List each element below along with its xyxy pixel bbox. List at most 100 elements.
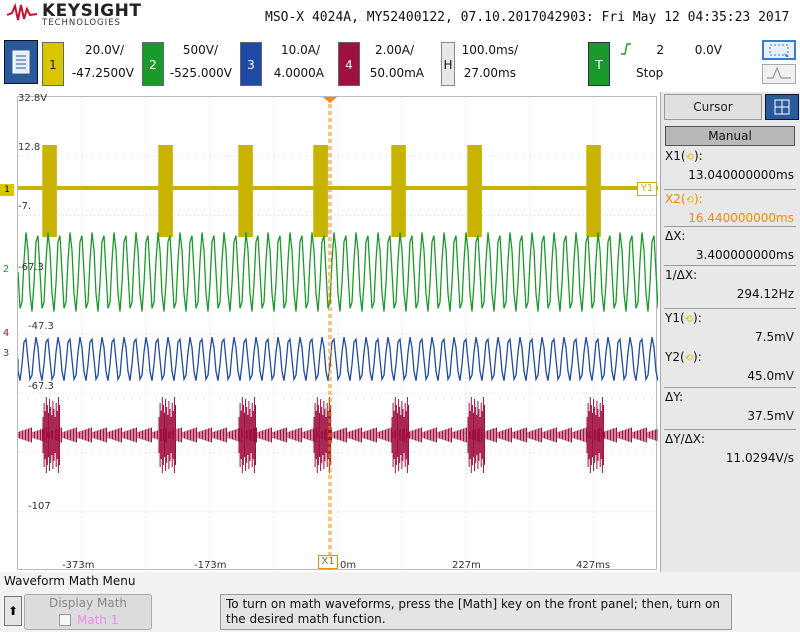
waveform-measure-icon[interactable] bbox=[762, 64, 796, 84]
knob-icon: ⟲ bbox=[684, 353, 694, 364]
cursor-separator bbox=[664, 308, 796, 309]
ch1-trace bbox=[18, 186, 658, 190]
trigger-source[interactable]: 2 bbox=[656, 43, 664, 57]
y-label-ch3-top: -47.3 bbox=[28, 321, 54, 332]
trigger-state: Stop bbox=[636, 66, 664, 80]
measure-icon bbox=[767, 66, 791, 79]
cursor-label-close: ): bbox=[693, 311, 702, 325]
cursor-panel bbox=[660, 92, 800, 572]
y-label-ch1-bottom: -7. bbox=[18, 201, 32, 212]
cursor-label-7: ΔY/ΔX: bbox=[665, 432, 705, 446]
ch3-ground-marker[interactable]: 3 bbox=[2, 348, 10, 359]
ch4-burst bbox=[238, 397, 256, 473]
title-bar bbox=[0, 0, 800, 36]
channel-2-offset[interactable]: -525.000V bbox=[169, 66, 232, 80]
cursor-label-0: X1(⟲): bbox=[665, 149, 703, 163]
cursor-label-5: Y2(⟲): bbox=[665, 350, 702, 364]
ch4-burst bbox=[42, 397, 60, 473]
channel-4-offset[interactable]: 50.00mA bbox=[369, 66, 424, 80]
cursor-label-6: ΔY: bbox=[665, 390, 683, 404]
cursor-label-text: ΔY: bbox=[665, 390, 683, 404]
cursor-separator bbox=[664, 189, 796, 190]
x-label-5: 427ms bbox=[576, 560, 611, 571]
ch4-burst bbox=[158, 397, 176, 473]
ch1-burst bbox=[391, 145, 406, 237]
y-label-ch3-bottom: -67.3 bbox=[28, 381, 54, 392]
ch2-ground-marker[interactable]: 2 bbox=[2, 264, 10, 275]
x1-cursor-marker[interactable]: X1 bbox=[318, 555, 338, 569]
cursor-mode-button[interactable]: Manual bbox=[665, 126, 795, 146]
display-math-checkbox[interactable] bbox=[59, 614, 71, 626]
cursor-label-text: X2( bbox=[665, 192, 686, 206]
x-label-2: -173m bbox=[194, 560, 227, 571]
cursor-label-2: ΔX: bbox=[665, 229, 685, 243]
x-label-1: -373m bbox=[62, 560, 95, 571]
y-label-top: 32.8V bbox=[18, 93, 48, 104]
zoom-icon bbox=[769, 44, 789, 57]
channel-2-scale[interactable]: 500V/ bbox=[182, 43, 218, 57]
channel-1-offset[interactable]: -47.2500V bbox=[71, 66, 134, 80]
y-label-ch2: -67.3 bbox=[18, 262, 44, 273]
y-label-bottom: -107 bbox=[28, 501, 51, 512]
cursor-separator bbox=[664, 387, 796, 388]
help-message: To turn on math waveforms, press the [Ma… bbox=[220, 594, 732, 630]
cursor-tab[interactable]: Cursor bbox=[664, 94, 762, 120]
display-math-button[interactable] bbox=[24, 594, 152, 630]
channel-bar bbox=[0, 36, 800, 90]
y1-cursor-marker[interactable]: Y1 bbox=[637, 182, 657, 196]
cursor-label-4: Y1(⟲): bbox=[665, 311, 702, 325]
channel-2-tag[interactable]: 2 bbox=[142, 42, 164, 86]
ch2-trace bbox=[17, 232, 659, 312]
cursor-label-text: Y2( bbox=[665, 350, 685, 364]
trigger-tag[interactable]: T bbox=[588, 42, 610, 86]
horizontal-position[interactable]: 27.00ms bbox=[463, 66, 516, 80]
cursor-value-7[interactable]: 11.0294V/s bbox=[725, 451, 794, 465]
ch1-burst bbox=[158, 145, 173, 237]
menu-title: Waveform Math Menu bbox=[4, 574, 136, 588]
channel-1-tag[interactable]: 1 bbox=[42, 42, 64, 86]
cursor-value-2[interactable]: 3.400000000ms bbox=[695, 248, 794, 262]
display-math-sublabel: Math 1 bbox=[77, 613, 119, 627]
zoom-select-icon[interactable] bbox=[762, 40, 796, 60]
keysight-logo-icon bbox=[6, 3, 38, 21]
cursor-label-text: Y1( bbox=[665, 311, 685, 325]
cursor-label-1: X2(⟲): bbox=[665, 192, 703, 206]
cursor-label-close: ): bbox=[693, 350, 702, 364]
channel-4-tag[interactable]: 4 bbox=[338, 42, 360, 86]
brand-subtitle: TECHNOLOGIES bbox=[42, 18, 121, 28]
ch1-burst bbox=[313, 145, 328, 237]
panel-grid-icon[interactable] bbox=[765, 94, 799, 120]
cursor-value-6[interactable]: 37.5mV bbox=[747, 409, 794, 423]
cursor-value-4[interactable]: 7.5mV bbox=[755, 330, 794, 344]
cursor-value-0[interactable]: 13.040000000ms bbox=[688, 168, 794, 182]
cursor-label-close: ): bbox=[693, 149, 703, 163]
ch1-burst bbox=[586, 145, 601, 237]
knob-icon: ⟲ bbox=[684, 314, 694, 325]
cursor-label-close: ): bbox=[693, 192, 703, 206]
main-menu-button[interactable] bbox=[4, 40, 38, 84]
ch1-burst bbox=[467, 145, 482, 237]
cursor-label-text: 1/ΔX: bbox=[665, 268, 698, 282]
rising-edge-icon bbox=[621, 43, 631, 55]
cursor-value-1[interactable]: 16.440000000ms bbox=[688, 211, 794, 225]
ch4-burst bbox=[586, 397, 604, 473]
back-button[interactable]: ⬆ bbox=[4, 596, 22, 626]
cursor-separator bbox=[664, 429, 796, 430]
channel-3-scale[interactable]: 10.0A/ bbox=[281, 43, 320, 57]
x-label-3: 0m bbox=[340, 560, 357, 571]
trigger-level[interactable]: 0.0V bbox=[694, 43, 722, 57]
horizontal-tag[interactable]: H bbox=[441, 42, 455, 86]
cursor-value-5[interactable]: 45.0mV bbox=[747, 369, 794, 383]
channel-4-scale[interactable]: 2.00A/ bbox=[375, 43, 414, 57]
cursor-label-text: ΔY/ΔX: bbox=[665, 432, 706, 446]
channel-1-scale[interactable]: 20.0V/ bbox=[85, 43, 124, 57]
cursor-value-3[interactable]: 294.12Hz bbox=[736, 287, 794, 301]
channel-3-tag[interactable]: 3 bbox=[240, 42, 262, 86]
instrument-info: MSO-X 4024A, MY52400122, 07.10.201704290… bbox=[265, 10, 790, 25]
ch1-ground-marker[interactable]: 1 bbox=[0, 184, 14, 196]
channel-3-offset[interactable]: 4.0000A bbox=[273, 66, 324, 80]
ch4-ground-marker[interactable]: 4 bbox=[2, 328, 10, 339]
waveform-plot[interactable] bbox=[17, 96, 659, 571]
knob-icon: ⟲ bbox=[685, 152, 694, 163]
horizontal-scale[interactable]: 100.0ms/ bbox=[461, 43, 518, 57]
